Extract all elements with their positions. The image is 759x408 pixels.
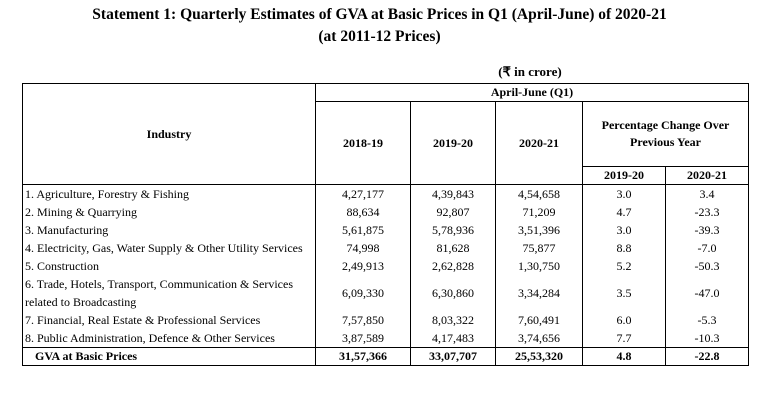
cell: 3.0 — [582, 221, 666, 239]
cell: 3.4 — [664, 184, 750, 203]
pct-year-header: 2019-20 — [582, 166, 666, 185]
cell: 74,998 — [315, 239, 411, 257]
table-row: 2019-20 2020-21 — [23, 166, 750, 185]
industry-name: 7. Financial, Real Estate & Professional… — [22, 311, 316, 329]
cell: 8.8 — [582, 239, 666, 257]
cell: -7.0 — [664, 239, 750, 257]
cell: 6,09,330 — [315, 275, 411, 311]
cell: 6,30,860 — [410, 275, 496, 311]
table-row: Industry April-June (Q1) — [22, 83, 750, 185]
cell: 81,628 — [410, 239, 496, 257]
cell: 71,209 — [495, 203, 583, 221]
industry-name: 1. Agriculture, Forestry & Fishing — [22, 184, 316, 203]
title: Statement 1: Quarterly Estimates of GVA … — [92, 6, 667, 23]
cell: 4,39,843 — [410, 184, 496, 203]
table-row: 2018-19 2019-20 2020-21 Percentage Change O… — [23, 101, 750, 185]
table-row: 4. Electricity, Gas, Water Supply & Othe… — [22, 239, 750, 257]
industry-name: 6. Trade, Hotels, Transport, Communicati… — [22, 275, 316, 311]
table-row: 6. Trade, Hotels, Transport, Communicati… — [22, 275, 750, 311]
cell: 5.2 — [582, 257, 666, 275]
table-row: 2. Mining & Quarrying 88,634 92,807 71,209 4… — [22, 203, 750, 221]
cell: 7.7 — [582, 329, 666, 348]
total-cell: 33,07,707 — [410, 347, 496, 366]
industry-name: 8. Public Administration, Defence & Othe… — [22, 329, 316, 348]
subtitle: (at 2011-12 Prices) — [318, 28, 441, 45]
industry-name: 2. Mining & Quarrying — [22, 203, 316, 221]
cell: 3.0 — [582, 184, 666, 203]
cell: 92,807 — [410, 203, 496, 221]
cell: -39.3 — [664, 221, 750, 239]
cell: 7,60,491 — [495, 311, 583, 329]
total-cell: 31,57,366 — [315, 347, 411, 366]
cell: 2,49,913 — [315, 257, 411, 275]
cell: 3,74,656 — [495, 329, 583, 348]
industry-name: 3. Manufacturing — [22, 221, 316, 239]
cell: 75,877 — [495, 239, 583, 257]
cell: -23.3 — [664, 203, 750, 221]
industry-name: 5. Construction — [22, 257, 316, 275]
cell: -50.3 — [664, 257, 750, 275]
total-cell: -22.8 — [664, 347, 750, 366]
cell: 2,62,828 — [410, 257, 496, 275]
pct-year-header: 2020-21 — [664, 166, 750, 185]
cell: 4,27,177 — [315, 184, 411, 203]
period-header: April-June (Q1) — [314, 83, 750, 102]
total-label: GVA at Basic Prices — [22, 347, 316, 366]
industry-header: Industry — [22, 83, 316, 185]
pct-header: Percentage Change Over Previous Year — [581, 101, 750, 167]
table-row: 5. Construction 2,49,913 2,62,828 1,30,750 5… — [22, 257, 750, 275]
unit: (₹ in crore) — [498, 64, 562, 79]
table-row: 1. Agriculture, Forestry & Fishing 4,27,1… — [22, 184, 750, 203]
gva-table: Industry April-June (Q1) 2018-19 2019-20 202… — [22, 83, 750, 366]
cell: -5.3 — [664, 311, 750, 329]
total-cell: 4.8 — [582, 347, 666, 366]
cell: 5,61,875 — [315, 221, 411, 239]
table-row: 7. Financial, Real Estate & Professional… — [22, 311, 750, 329]
year-header: 2018-19 — [315, 101, 411, 185]
cell: 4.7 — [582, 203, 666, 221]
cell: 3,34,284 — [495, 275, 583, 311]
cell: 4,54,658 — [495, 184, 583, 203]
cell: 5,78,936 — [410, 221, 496, 239]
table-row: GVA at Basic Prices 31,57,366 33,07,707 25,… — [22, 347, 750, 366]
year-header: 2020-21 — [495, 101, 583, 185]
cell: 3.5 — [582, 275, 666, 311]
cell: 3,87,589 — [315, 329, 411, 348]
cell: 88,634 — [315, 203, 411, 221]
year-header: 2019-20 — [410, 101, 496, 185]
cell: -10.3 — [664, 329, 750, 348]
cell: 1,30,750 — [495, 257, 583, 275]
total-cell: 25,53,320 — [495, 347, 583, 366]
cell: 6.0 — [582, 311, 666, 329]
industry-name: 4. Electricity, Gas, Water Supply & Othe… — [22, 239, 316, 257]
cell: 7,57,850 — [315, 311, 411, 329]
cell: 3,51,396 — [495, 221, 583, 239]
table-row: 3. Manufacturing 5,61,875 5,78,936 3,51,396… — [22, 221, 750, 239]
cell: 4,17,483 — [410, 329, 496, 348]
cell: 8,03,322 — [410, 311, 496, 329]
cell: -47.0 — [664, 275, 750, 311]
table-row: 8. Public Administration, Defence & Othe… — [22, 329, 750, 348]
